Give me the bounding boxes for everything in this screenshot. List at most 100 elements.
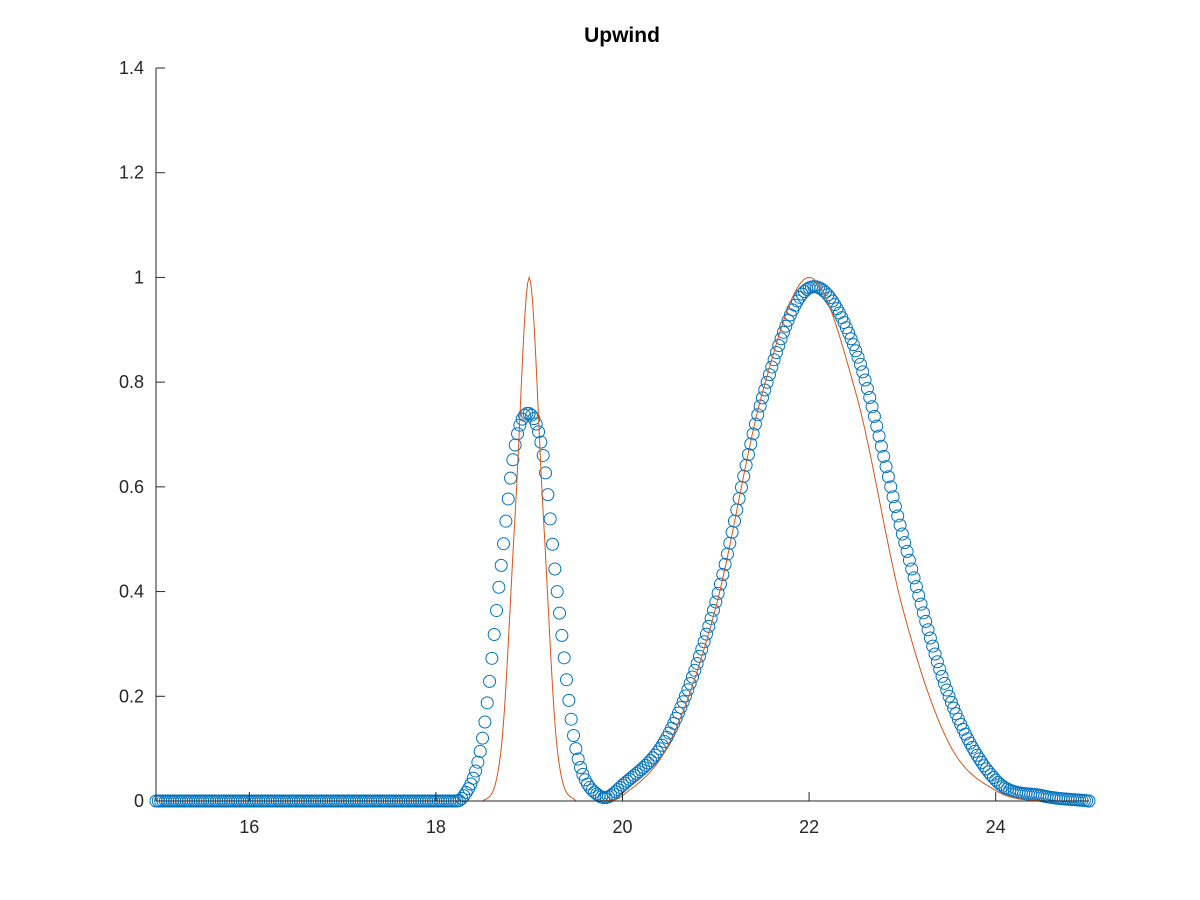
series-1-marker — [636, 761, 650, 775]
series-1-marker — [867, 409, 881, 423]
series-1-marker — [671, 706, 685, 720]
series-1-marker — [902, 553, 916, 567]
series-1-marker — [858, 373, 872, 387]
y-tick-label: 0 — [134, 791, 144, 811]
series-1-marker — [881, 470, 895, 484]
series-1-marker — [884, 480, 898, 494]
series-1-marker — [506, 453, 520, 467]
series-1-marker — [891, 509, 905, 523]
series-1-marker — [874, 439, 888, 453]
series-1-marker — [779, 319, 793, 333]
plot-area — [149, 275, 1096, 808]
series-1 — [149, 280, 1096, 808]
series-1-marker — [965, 740, 979, 754]
series-1-marker — [471, 755, 485, 769]
series-1-marker — [844, 332, 858, 346]
series-1-marker — [529, 417, 543, 431]
series-1-marker — [765, 360, 779, 374]
series-1-marker — [476, 731, 490, 745]
series-1-marker — [856, 365, 870, 379]
series-1-marker — [956, 722, 970, 736]
series-1-marker — [553, 606, 567, 620]
series-1-marker — [741, 447, 755, 461]
series-1-marker — [930, 655, 944, 669]
series-1-marker — [548, 562, 562, 576]
series-1-marker — [937, 676, 951, 690]
series-1-marker — [986, 771, 1000, 784]
series-1-marker — [567, 729, 581, 742]
series-1-marker — [466, 771, 480, 785]
series-1-marker — [914, 597, 928, 611]
series-1-marker — [562, 693, 576, 707]
series-1-marker — [972, 752, 986, 766]
series-1-marker — [723, 536, 737, 550]
series-1-marker — [975, 755, 989, 769]
series-1-marker — [993, 777, 1007, 791]
series-1-marker — [650, 745, 664, 759]
series-1-marker — [639, 758, 653, 772]
x-tick-label: 22 — [799, 817, 819, 837]
x-tick-label: 16 — [239, 817, 259, 837]
series-1-marker — [452, 793, 466, 807]
series-1-marker — [886, 490, 900, 504]
series-1-marker — [898, 536, 912, 550]
series-1-marker — [851, 350, 865, 364]
series-1-marker — [641, 756, 655, 770]
series-1-marker — [527, 412, 541, 426]
series-1-marker — [718, 557, 732, 571]
series-1-marker — [900, 544, 914, 558]
series-1-marker — [907, 571, 921, 585]
series-1-marker — [839, 321, 853, 335]
series-1-marker — [872, 429, 886, 443]
series-1-marker — [816, 283, 830, 297]
series-1-marker — [480, 696, 494, 710]
x-tick-label: 18 — [426, 817, 446, 837]
series-1-marker — [560, 673, 574, 687]
series-1-marker — [499, 514, 513, 528]
series-1-marker — [473, 744, 487, 758]
series-1-marker — [504, 471, 518, 485]
series-1-marker — [541, 488, 555, 502]
series-1-marker — [737, 469, 751, 483]
series-1-marker — [690, 656, 704, 670]
series-1-marker — [511, 427, 525, 441]
series-1-marker — [772, 339, 786, 353]
series-1-marker — [912, 588, 926, 602]
series-1-marker — [702, 619, 716, 633]
series-1-marker — [557, 651, 571, 665]
series-1-marker — [991, 775, 1005, 789]
y-tick-label: 0.4 — [119, 582, 144, 602]
series-1-marker — [853, 357, 867, 371]
series-1-marker — [555, 628, 569, 642]
series-1-marker — [508, 438, 522, 452]
series-1-marker — [860, 382, 874, 396]
y-tick-label: 1.2 — [119, 163, 144, 183]
series-1-marker — [485, 651, 499, 665]
series-1-marker — [522, 407, 536, 421]
series-1-marker — [571, 752, 585, 766]
series-1-marker — [825, 294, 839, 308]
series-1-marker — [478, 715, 492, 729]
series-1-marker — [746, 427, 760, 441]
series-1-marker — [574, 760, 588, 774]
series-1-marker — [944, 695, 958, 709]
series-1-marker — [569, 742, 583, 756]
series-1-marker — [842, 326, 856, 340]
x-tick-label: 20 — [612, 817, 632, 837]
series-1-marker — [870, 419, 884, 433]
series-1-marker — [492, 580, 506, 594]
series-1-marker — [494, 558, 508, 572]
x-ticks: 16 18 20 22 24 — [239, 792, 1006, 837]
series-1-marker — [893, 518, 907, 532]
y-ticks: 0 0.2 0.4 0.6 0.8 1 1.2 1.4 — [119, 58, 165, 811]
series-1-marker — [688, 663, 702, 677]
series-1-marker — [762, 368, 776, 382]
series-1-marker — [958, 727, 972, 741]
series-1-marker — [457, 789, 471, 803]
series-1-marker — [774, 332, 788, 346]
series-1-marker — [539, 466, 553, 480]
series-1-marker — [564, 712, 578, 726]
series-1-marker — [921, 623, 935, 637]
series-1-marker — [942, 689, 956, 703]
